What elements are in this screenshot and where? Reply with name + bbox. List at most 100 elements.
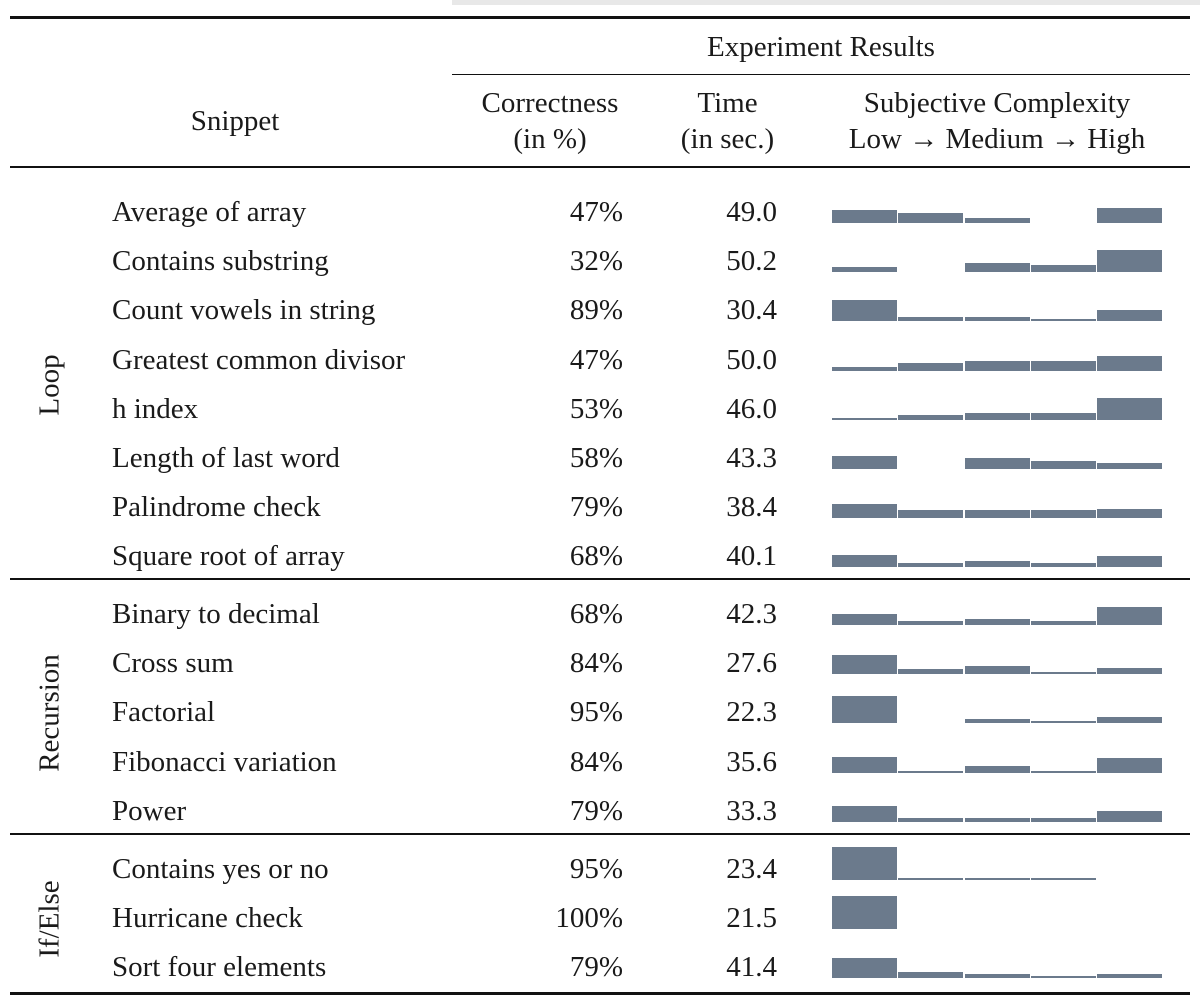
complexity-bar <box>1030 361 1096 371</box>
correctness-cell: 84% <box>569 647 623 680</box>
complexity-bar <box>898 878 964 880</box>
complexity-bar <box>1030 721 1096 724</box>
scroll-strip <box>452 0 1200 5</box>
complexity-bar <box>964 361 1030 371</box>
complexity-bar <box>832 957 897 979</box>
complexity-bar <box>964 561 1030 568</box>
complexity-bar <box>832 299 897 322</box>
time-cell: 50.2 <box>726 245 777 278</box>
time-cell: 40.1 <box>726 540 777 573</box>
group-separator <box>10 578 1190 580</box>
snippet-cell: Count vowels in string <box>112 294 376 327</box>
complexity-bar <box>898 621 964 625</box>
correctness-cell: 32% <box>569 245 623 278</box>
correctness-cell: 79% <box>569 951 623 984</box>
snippet-cell: Factorial <box>112 696 216 729</box>
group-label: If/Else <box>33 880 66 958</box>
snippet-cell: Binary to decimal <box>112 598 320 630</box>
correctness-header-line1: Correctness <box>481 87 619 119</box>
complexity-bar <box>1097 607 1163 625</box>
complexity-bar <box>832 210 897 223</box>
correctness-header-line2: (in %) <box>513 123 587 155</box>
time-cell: 42.3 <box>726 598 777 630</box>
complexity-bar <box>832 696 897 724</box>
complexity-bar <box>898 213 964 223</box>
complexity-bar <box>1030 976 1096 979</box>
snippet-header: Snippet <box>190 105 280 137</box>
top-rule <box>10 16 1190 19</box>
snippet-cell: Cross sum <box>112 647 234 680</box>
time-cell: 30.4 <box>726 294 777 327</box>
complexity-bar <box>1097 810 1163 822</box>
correctness-cell: 68% <box>569 540 623 573</box>
complexity-bar <box>1097 356 1163 371</box>
time-header-line2: (in sec.) <box>680 123 775 155</box>
complexity-bar <box>1097 973 1163 979</box>
complexity-bar <box>964 666 1030 675</box>
complexity-bar <box>1030 510 1096 519</box>
complexity-bar <box>832 503 897 519</box>
complexity-bar <box>964 510 1030 519</box>
snippet-cell: Length of last word <box>112 442 340 474</box>
complexity-bar <box>1097 667 1163 675</box>
correctness-cell: 79% <box>569 794 623 827</box>
time-cell: 21.5 <box>726 902 777 935</box>
snippet-cell: Sort four elements <box>112 951 327 984</box>
snippet-cell: Square root of array <box>112 540 345 573</box>
time-header-line1: Time <box>697 87 758 119</box>
complexity-bar <box>1097 462 1163 469</box>
complexity-bar <box>964 766 1030 773</box>
complexity-bar <box>832 756 897 773</box>
complexity-header-line1: Subjective Complexity <box>863 87 1131 119</box>
snippet-cell: Contains yes or no <box>112 853 329 885</box>
complexity-bar <box>964 412 1030 420</box>
complexity-bar <box>832 613 897 625</box>
correctness-cell: 95% <box>569 696 623 729</box>
snippet-cell: Hurricane check <box>112 902 303 935</box>
complexity-bar <box>898 415 964 420</box>
time-cell: 22.3 <box>726 696 777 729</box>
complexity-bar <box>832 805 897 822</box>
complexity-bar <box>898 510 964 519</box>
complexity-bar <box>832 456 897 469</box>
group-separator <box>10 833 1190 835</box>
correctness-cell: 89% <box>569 294 623 327</box>
complexity-bar <box>1030 412 1096 420</box>
group-label: Loop <box>33 354 66 416</box>
complexity-bar <box>964 817 1030 822</box>
time-cell: 43.3 <box>726 442 777 474</box>
snippet-cell: Contains substring <box>112 245 329 278</box>
complexity-bar <box>1030 265 1096 273</box>
complexity-bar <box>1030 817 1096 822</box>
complexity-bar <box>964 317 1030 322</box>
complexity-bar <box>1030 878 1096 880</box>
complexity-bar <box>1097 556 1163 568</box>
correctness-cell: 53% <box>569 392 623 425</box>
snippet-cell: Greatest common divisor <box>112 343 406 376</box>
correctness-cell: 100% <box>555 902 623 935</box>
complexity-bar <box>832 655 897 675</box>
header-rule <box>10 166 1190 168</box>
correctness-cell: 84% <box>569 745 623 778</box>
complexity-bar <box>964 218 1030 223</box>
complexity-header-line2: Low → Medium → High <box>848 123 1146 155</box>
complexity-bar <box>1030 621 1096 625</box>
correctness-cell: 47% <box>569 196 623 228</box>
experiment-results-header: Experiment Results <box>707 31 935 63</box>
correctness-cell: 68% <box>569 598 623 630</box>
complexity-bar <box>1030 319 1096 322</box>
complexity-bar <box>1030 461 1096 469</box>
complexity-bar <box>898 363 964 371</box>
experiment-results-underline <box>452 74 1190 75</box>
complexity-bar <box>964 262 1030 273</box>
snippet-cell: Average of array <box>112 196 307 228</box>
complexity-bar <box>898 669 964 675</box>
correctness-cell: 95% <box>569 853 623 885</box>
snippet-cell: h index <box>112 392 199 425</box>
time-cell: 41.4 <box>726 951 777 984</box>
complexity-bar <box>964 974 1030 979</box>
complexity-bar <box>1097 758 1163 773</box>
complexity-bar <box>898 972 964 979</box>
snippet-cell: Power <box>112 794 187 827</box>
complexity-bar <box>964 719 1030 724</box>
